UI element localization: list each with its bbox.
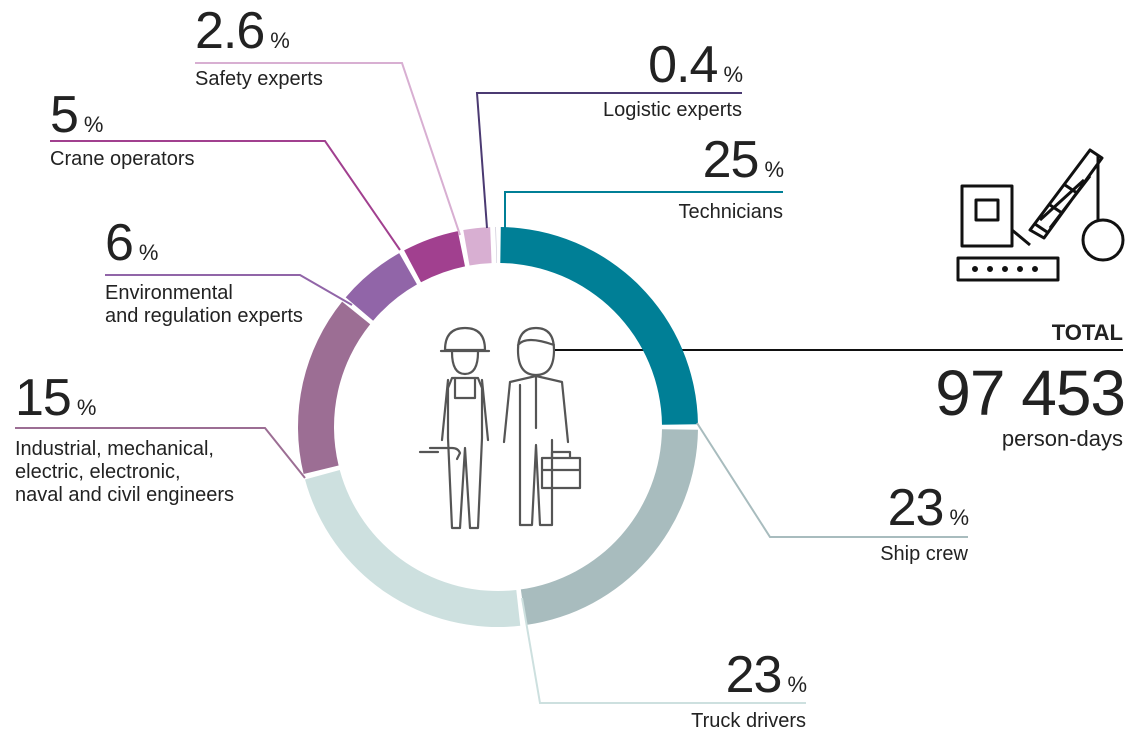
value-label: 25% — [702, 131, 784, 196]
leader-line — [696, 422, 968, 538]
segment — [520, 429, 698, 626]
unit: % — [270, 28, 290, 53]
leader-line — [504, 191, 783, 228]
category-label: Safety experts — [195, 68, 323, 90]
unit: % — [723, 62, 743, 87]
value-label: 23% — [887, 479, 969, 544]
value: 2.6 — [195, 2, 265, 60]
category-label: Logistic experts — [603, 99, 742, 121]
value-label: 0.4% — [648, 36, 743, 101]
category-label: Technicians — [678, 201, 783, 223]
segment — [297, 301, 371, 475]
segment — [304, 470, 521, 627]
value-label: 15% — [15, 369, 97, 434]
segment — [463, 227, 492, 266]
leader-line — [15, 427, 306, 479]
unit: % — [949, 505, 969, 530]
leader-line — [50, 140, 401, 251]
unit: % — [787, 672, 807, 697]
leader-line — [521, 597, 806, 704]
unit: % — [138, 240, 159, 265]
segment — [345, 253, 417, 321]
value: 23 — [887, 479, 945, 537]
category-label: Industrial, mechanical, electric, electr… — [15, 438, 235, 506]
value: 15 — [15, 369, 72, 427]
category-label: Crane operators — [50, 148, 195, 170]
value: 0.4 — [648, 36, 718, 94]
value: 25 — [702, 131, 760, 189]
unit: % — [83, 112, 104, 137]
leader-line — [475, 92, 742, 229]
segment — [500, 227, 698, 425]
value-label: 5% — [50, 86, 104, 151]
unit: % — [764, 157, 784, 182]
value-label: 2.6% — [195, 2, 290, 67]
segment — [404, 231, 466, 283]
value-label: 23% — [725, 646, 807, 711]
category-label: Ship crew — [880, 543, 968, 565]
segment — [495, 227, 497, 264]
category-label: Environmental and regulation experts — [105, 282, 303, 327]
leader-line — [105, 274, 353, 306]
value-label: 6% — [105, 214, 159, 279]
total-unit: person-days — [1001, 426, 1123, 451]
value: 6 — [105, 214, 134, 272]
unit: % — [76, 395, 97, 420]
total-title: TOTAL — [1051, 320, 1123, 345]
category-label: Truck drivers — [691, 710, 806, 732]
value: 23 — [725, 646, 783, 704]
crane-icon — [956, 148, 1125, 282]
value: 5 — [50, 86, 79, 144]
total-value: 97 453 — [935, 357, 1126, 429]
leader-line — [195, 62, 461, 236]
people-icon — [418, 326, 582, 530]
